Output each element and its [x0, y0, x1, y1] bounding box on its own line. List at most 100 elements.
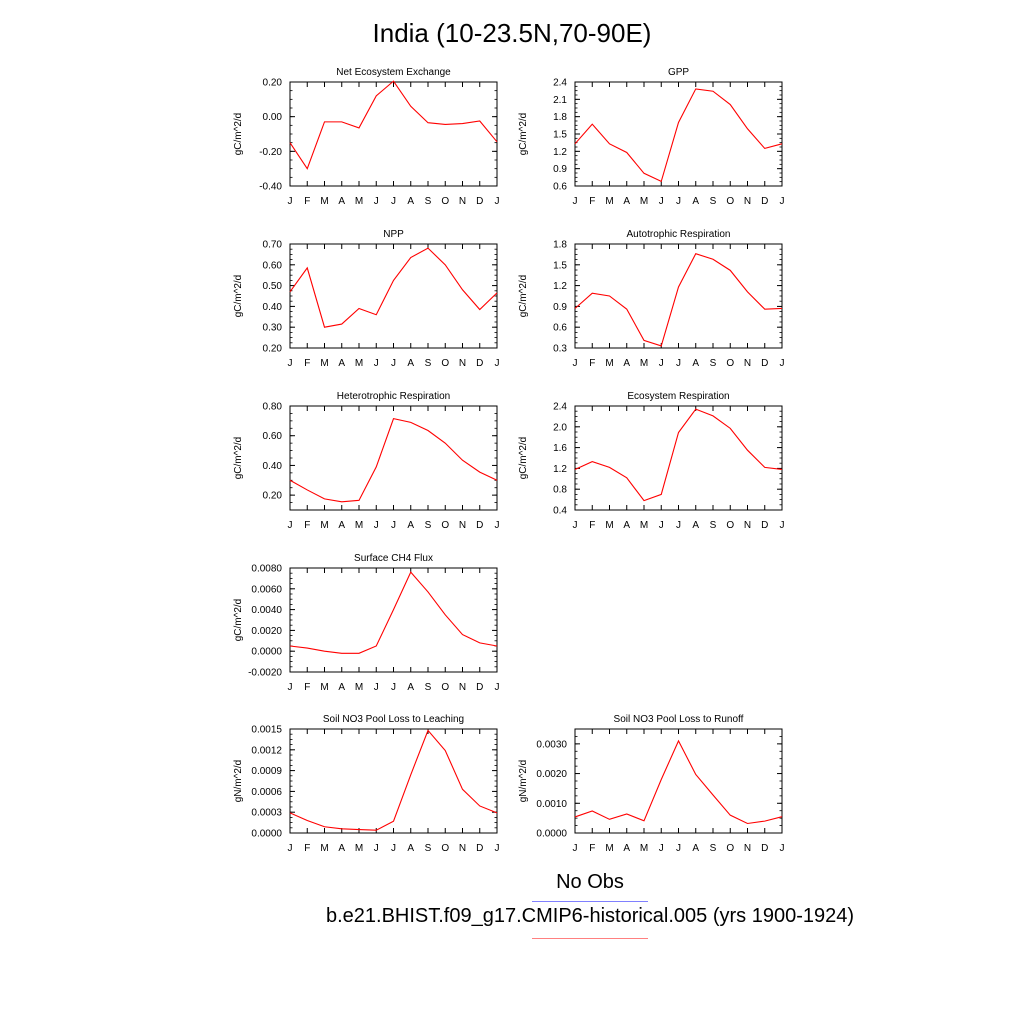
x-tick-label: F — [304, 358, 310, 369]
x-tick-label: M — [640, 520, 648, 531]
x-tick-label: M — [320, 682, 328, 693]
plot-frame — [574, 405, 783, 511]
x-tick-label: J — [495, 358, 500, 369]
x-tick-label: A — [338, 358, 345, 369]
x-tick-label: A — [623, 196, 630, 207]
y-tick-label: 0.0010 — [536, 799, 567, 810]
x-tick-label: F — [304, 520, 310, 531]
x-tick-label: F — [589, 843, 595, 854]
series-line — [574, 739, 783, 825]
y-axis-label: gC/m^2/d — [233, 113, 244, 156]
x-tick-label: J — [495, 520, 500, 531]
y-tick-label: 0.0060 — [251, 584, 282, 595]
x-tick-label: D — [476, 196, 483, 207]
x-tick-label: N — [459, 196, 466, 207]
y-axis-label: gC/m^2/d — [518, 437, 529, 480]
x-tick-label: J — [573, 196, 578, 207]
y-tick-label: 1.2 — [553, 281, 567, 292]
x-tick-label: N — [744, 520, 751, 531]
y-tick-label: 0.0000 — [536, 829, 567, 840]
x-tick-label: J — [780, 843, 785, 854]
y-tick-label: 1.5 — [553, 130, 567, 141]
x-tick-label: J — [495, 682, 500, 693]
y-axis-label: gN/m^2/d — [233, 760, 244, 803]
y-tick-label: 2.1 — [553, 95, 567, 106]
y-tick-label: -0.40 — [259, 182, 282, 193]
y-tick-label: 0.20 — [263, 344, 283, 355]
x-tick-label: S — [710, 196, 717, 207]
panel-title: Autotrophic Respiration — [627, 229, 731, 240]
x-tick-label: J — [495, 196, 500, 207]
x-tick-label: N — [459, 843, 466, 854]
plot-frame — [289, 567, 498, 673]
x-tick-label: F — [589, 358, 595, 369]
y-tick-label: 2.4 — [553, 402, 567, 413]
x-tick-label: J — [495, 843, 500, 854]
y-tick-label: 0.6 — [553, 323, 567, 334]
x-tick-label: O — [726, 196, 734, 207]
plot-frame — [289, 243, 498, 349]
y-tick-label: 0.0012 — [251, 745, 282, 756]
y-tick-label: 0.30 — [263, 323, 283, 334]
y-tick-label: 1.6 — [553, 443, 567, 454]
x-tick-label: A — [407, 196, 414, 207]
y-tick-label: 0.0000 — [251, 829, 282, 840]
chart-panel: Surface CH4 Flux gC/m^2/d -0.0020 0.0000 0.0… — [233, 553, 500, 693]
y-tick-label: 0.0000 — [251, 647, 282, 658]
x-tick-label: A — [692, 520, 699, 531]
x-tick-label: M — [320, 358, 328, 369]
x-tick-label: O — [441, 520, 449, 531]
x-tick-label: M — [605, 196, 613, 207]
x-tick-label: S — [425, 196, 432, 207]
x-tick-label: A — [623, 843, 630, 854]
x-tick-label: M — [320, 843, 328, 854]
x-tick-label: J — [659, 843, 664, 854]
y-tick-label: 0.9 — [553, 302, 567, 313]
y-tick-label: -0.0020 — [248, 668, 282, 679]
x-tick-label: O — [441, 843, 449, 854]
x-tick-label: S — [710, 520, 717, 531]
y-axis-label: gC/m^2/d — [233, 437, 244, 480]
panel-title: Heterotrophic Respiration — [337, 391, 450, 402]
y-tick-label: 0.70 — [263, 240, 283, 251]
y-axis-label: gN/m^2/d — [518, 760, 529, 803]
x-tick-label: M — [355, 358, 363, 369]
x-tick-label: S — [710, 843, 717, 854]
legend-obs-line — [532, 901, 648, 902]
x-tick-label: F — [304, 682, 310, 693]
y-tick-label: 0.9 — [553, 164, 567, 175]
x-tick-label: M — [355, 843, 363, 854]
x-tick-label: A — [407, 682, 414, 693]
x-tick-label: J — [288, 682, 293, 693]
panel-title: NPP — [383, 229, 404, 240]
x-tick-label: F — [304, 196, 310, 207]
x-tick-label: J — [573, 843, 578, 854]
series-line — [574, 88, 783, 183]
x-tick-label: J — [659, 358, 664, 369]
y-tick-label: 0.60 — [263, 431, 283, 442]
x-tick-label: M — [605, 843, 613, 854]
y-tick-label: 1.8 — [553, 112, 567, 123]
chart-panel: Net Ecosystem Exchange gC/m^2/d -0.40 -0.20… — [233, 67, 500, 207]
x-tick-label: A — [338, 196, 345, 207]
x-tick-label: M — [320, 520, 328, 531]
y-tick-label: 0.00 — [263, 112, 283, 123]
x-tick-label: N — [744, 196, 751, 207]
x-tick-label: D — [761, 358, 768, 369]
x-tick-label: D — [761, 843, 768, 854]
panel-title: Net Ecosystem Exchange — [336, 67, 451, 78]
x-tick-label: J — [780, 358, 785, 369]
x-tick-label: D — [476, 520, 483, 531]
x-tick-label: J — [676, 196, 681, 207]
x-tick-label: O — [441, 358, 449, 369]
x-tick-label: N — [459, 520, 466, 531]
series-line — [289, 80, 498, 170]
y-tick-label: 0.20 — [263, 491, 283, 502]
x-tick-label: D — [761, 196, 768, 207]
x-tick-label: S — [425, 843, 432, 854]
x-tick-label: J — [288, 843, 293, 854]
page-title: India (10-23.5N,70-90E) — [372, 18, 652, 48]
series-line — [574, 408, 783, 502]
x-tick-label: J — [780, 520, 785, 531]
